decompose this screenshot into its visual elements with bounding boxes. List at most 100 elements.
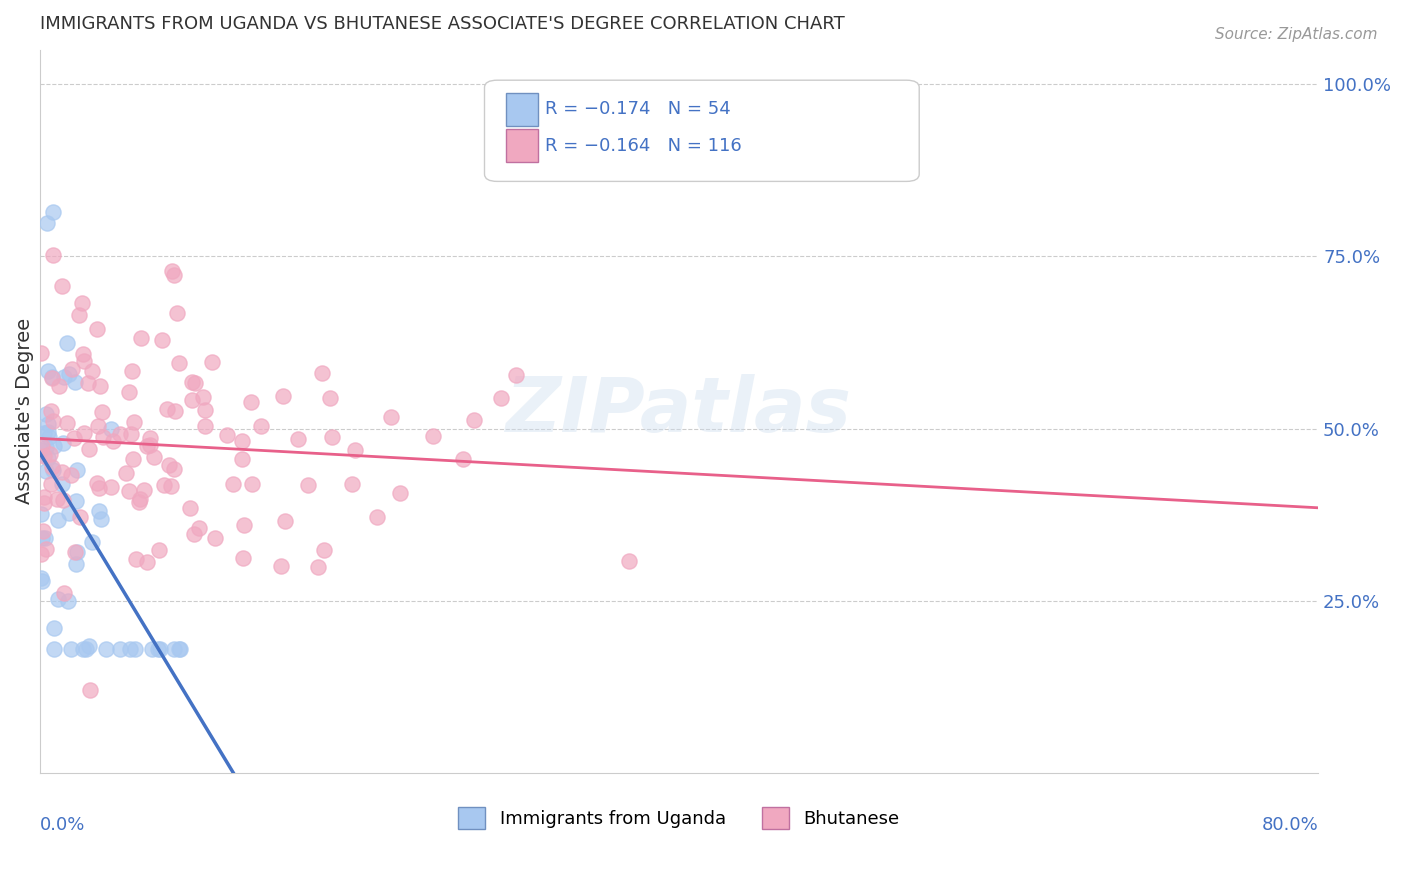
Immigrants from Uganda — [31, 531, 53, 545]
Bhutanese — [73, 426, 96, 441]
Bhutanese — [41, 459, 63, 474]
Bhutanese — [160, 264, 183, 278]
Bhutanese — [87, 419, 110, 434]
Bhutanese — [45, 491, 67, 506]
Text: R = −0.174   N = 54: R = −0.174 N = 54 — [544, 100, 730, 118]
Immigrants from Uganda — [89, 504, 111, 518]
Immigrants from Uganda — [31, 574, 53, 589]
Bhutanese — [32, 490, 55, 504]
Bhutanese — [136, 439, 159, 453]
Bhutanese — [30, 547, 52, 561]
Bhutanese — [181, 375, 204, 389]
Immigrants from Uganda — [46, 513, 69, 527]
Bhutanese — [132, 483, 155, 497]
Bhutanese — [31, 524, 53, 539]
Bhutanese — [270, 559, 292, 574]
Bhutanese — [343, 443, 366, 458]
Immigrants from Uganda — [169, 641, 191, 656]
Bhutanese — [231, 434, 253, 448]
Bhutanese — [389, 485, 412, 500]
Bhutanese — [118, 483, 141, 498]
Bhutanese — [39, 477, 62, 491]
Bhutanese — [380, 409, 402, 424]
Bhutanese — [86, 476, 108, 491]
Bhutanese — [39, 447, 62, 461]
Text: 0.0%: 0.0% — [39, 816, 84, 834]
Bhutanese — [273, 514, 295, 528]
Bhutanese — [34, 449, 56, 463]
Bhutanese — [249, 419, 271, 434]
Bhutanese — [90, 405, 112, 419]
Bhutanese — [194, 419, 217, 434]
Bar — [506, 93, 538, 126]
Bhutanese — [366, 510, 388, 524]
Immigrants from Uganda — [163, 641, 186, 656]
Bhutanese — [297, 477, 319, 491]
Bhutanese — [128, 491, 150, 506]
Bhutanese — [121, 364, 143, 378]
Immigrants from Uganda — [77, 639, 100, 653]
Bhutanese — [30, 346, 52, 360]
Bhutanese — [48, 379, 70, 393]
Bhutanese — [122, 415, 145, 429]
Bhutanese — [156, 401, 179, 416]
Bhutanese — [103, 434, 125, 448]
Immigrants from Uganda — [44, 439, 66, 453]
Bhutanese — [79, 683, 101, 698]
Immigrants from Uganda — [94, 641, 117, 656]
Bhutanese — [271, 389, 294, 403]
Immigrants from Uganda — [66, 545, 89, 559]
Bhutanese — [180, 392, 202, 407]
Bhutanese — [115, 466, 138, 480]
Bhutanese — [311, 366, 333, 380]
Immigrants from Uganda — [35, 216, 58, 230]
Immigrants from Uganda — [34, 531, 56, 545]
Bhutanese — [100, 480, 122, 494]
Immigrants from Uganda — [51, 477, 73, 491]
Bhutanese — [505, 368, 527, 382]
Bhutanese — [41, 414, 63, 428]
Immigrants from Uganda — [124, 641, 146, 656]
FancyBboxPatch shape — [485, 80, 920, 181]
Bhutanese — [287, 432, 309, 446]
Text: IMMIGRANTS FROM UGANDA VS BHUTANESE ASSOCIATE'S DEGREE CORRELATION CHART: IMMIGRANTS FROM UGANDA VS BHUTANESE ASSO… — [39, 15, 845, 33]
Bhutanese — [148, 542, 170, 557]
Bhutanese — [187, 521, 209, 535]
Immigrants from Uganda — [167, 641, 190, 656]
Bhutanese — [319, 392, 342, 406]
Y-axis label: Associate's Degree: Associate's Degree — [15, 318, 34, 504]
Bhutanese — [167, 356, 190, 370]
Bhutanese — [117, 384, 139, 399]
Bhutanese — [93, 430, 115, 444]
Immigrants from Uganda — [52, 436, 75, 450]
Immigrants from Uganda — [148, 641, 170, 656]
Immigrants from Uganda — [52, 370, 75, 384]
Bhutanese — [79, 442, 101, 456]
Immigrants from Uganda — [66, 463, 89, 477]
Immigrants from Uganda — [108, 641, 131, 656]
Bhutanese — [194, 403, 217, 417]
Immigrants from Uganda — [35, 464, 58, 478]
Immigrants from Uganda — [100, 422, 122, 436]
Immigrants from Uganda — [42, 204, 65, 219]
Immigrants from Uganda — [60, 641, 83, 656]
Bhutanese — [87, 482, 110, 496]
Bar — [506, 129, 538, 161]
Bhutanese — [204, 531, 226, 545]
Bhutanese — [70, 296, 93, 310]
Immigrants from Uganda — [149, 641, 172, 656]
Bhutanese — [52, 493, 75, 508]
Bhutanese — [314, 543, 336, 558]
Immigrants from Uganda — [37, 451, 59, 466]
Immigrants from Uganda — [58, 594, 80, 608]
Bhutanese — [321, 430, 343, 444]
Immigrants from Uganda — [56, 336, 79, 351]
Immigrants from Uganda — [42, 463, 65, 477]
Bhutanese — [32, 496, 55, 510]
Bhutanese — [222, 476, 245, 491]
Bhutanese — [166, 306, 188, 320]
Bhutanese — [108, 426, 131, 441]
Immigrants from Uganda — [72, 641, 94, 656]
Bhutanese — [163, 404, 186, 418]
Bhutanese — [125, 551, 148, 566]
